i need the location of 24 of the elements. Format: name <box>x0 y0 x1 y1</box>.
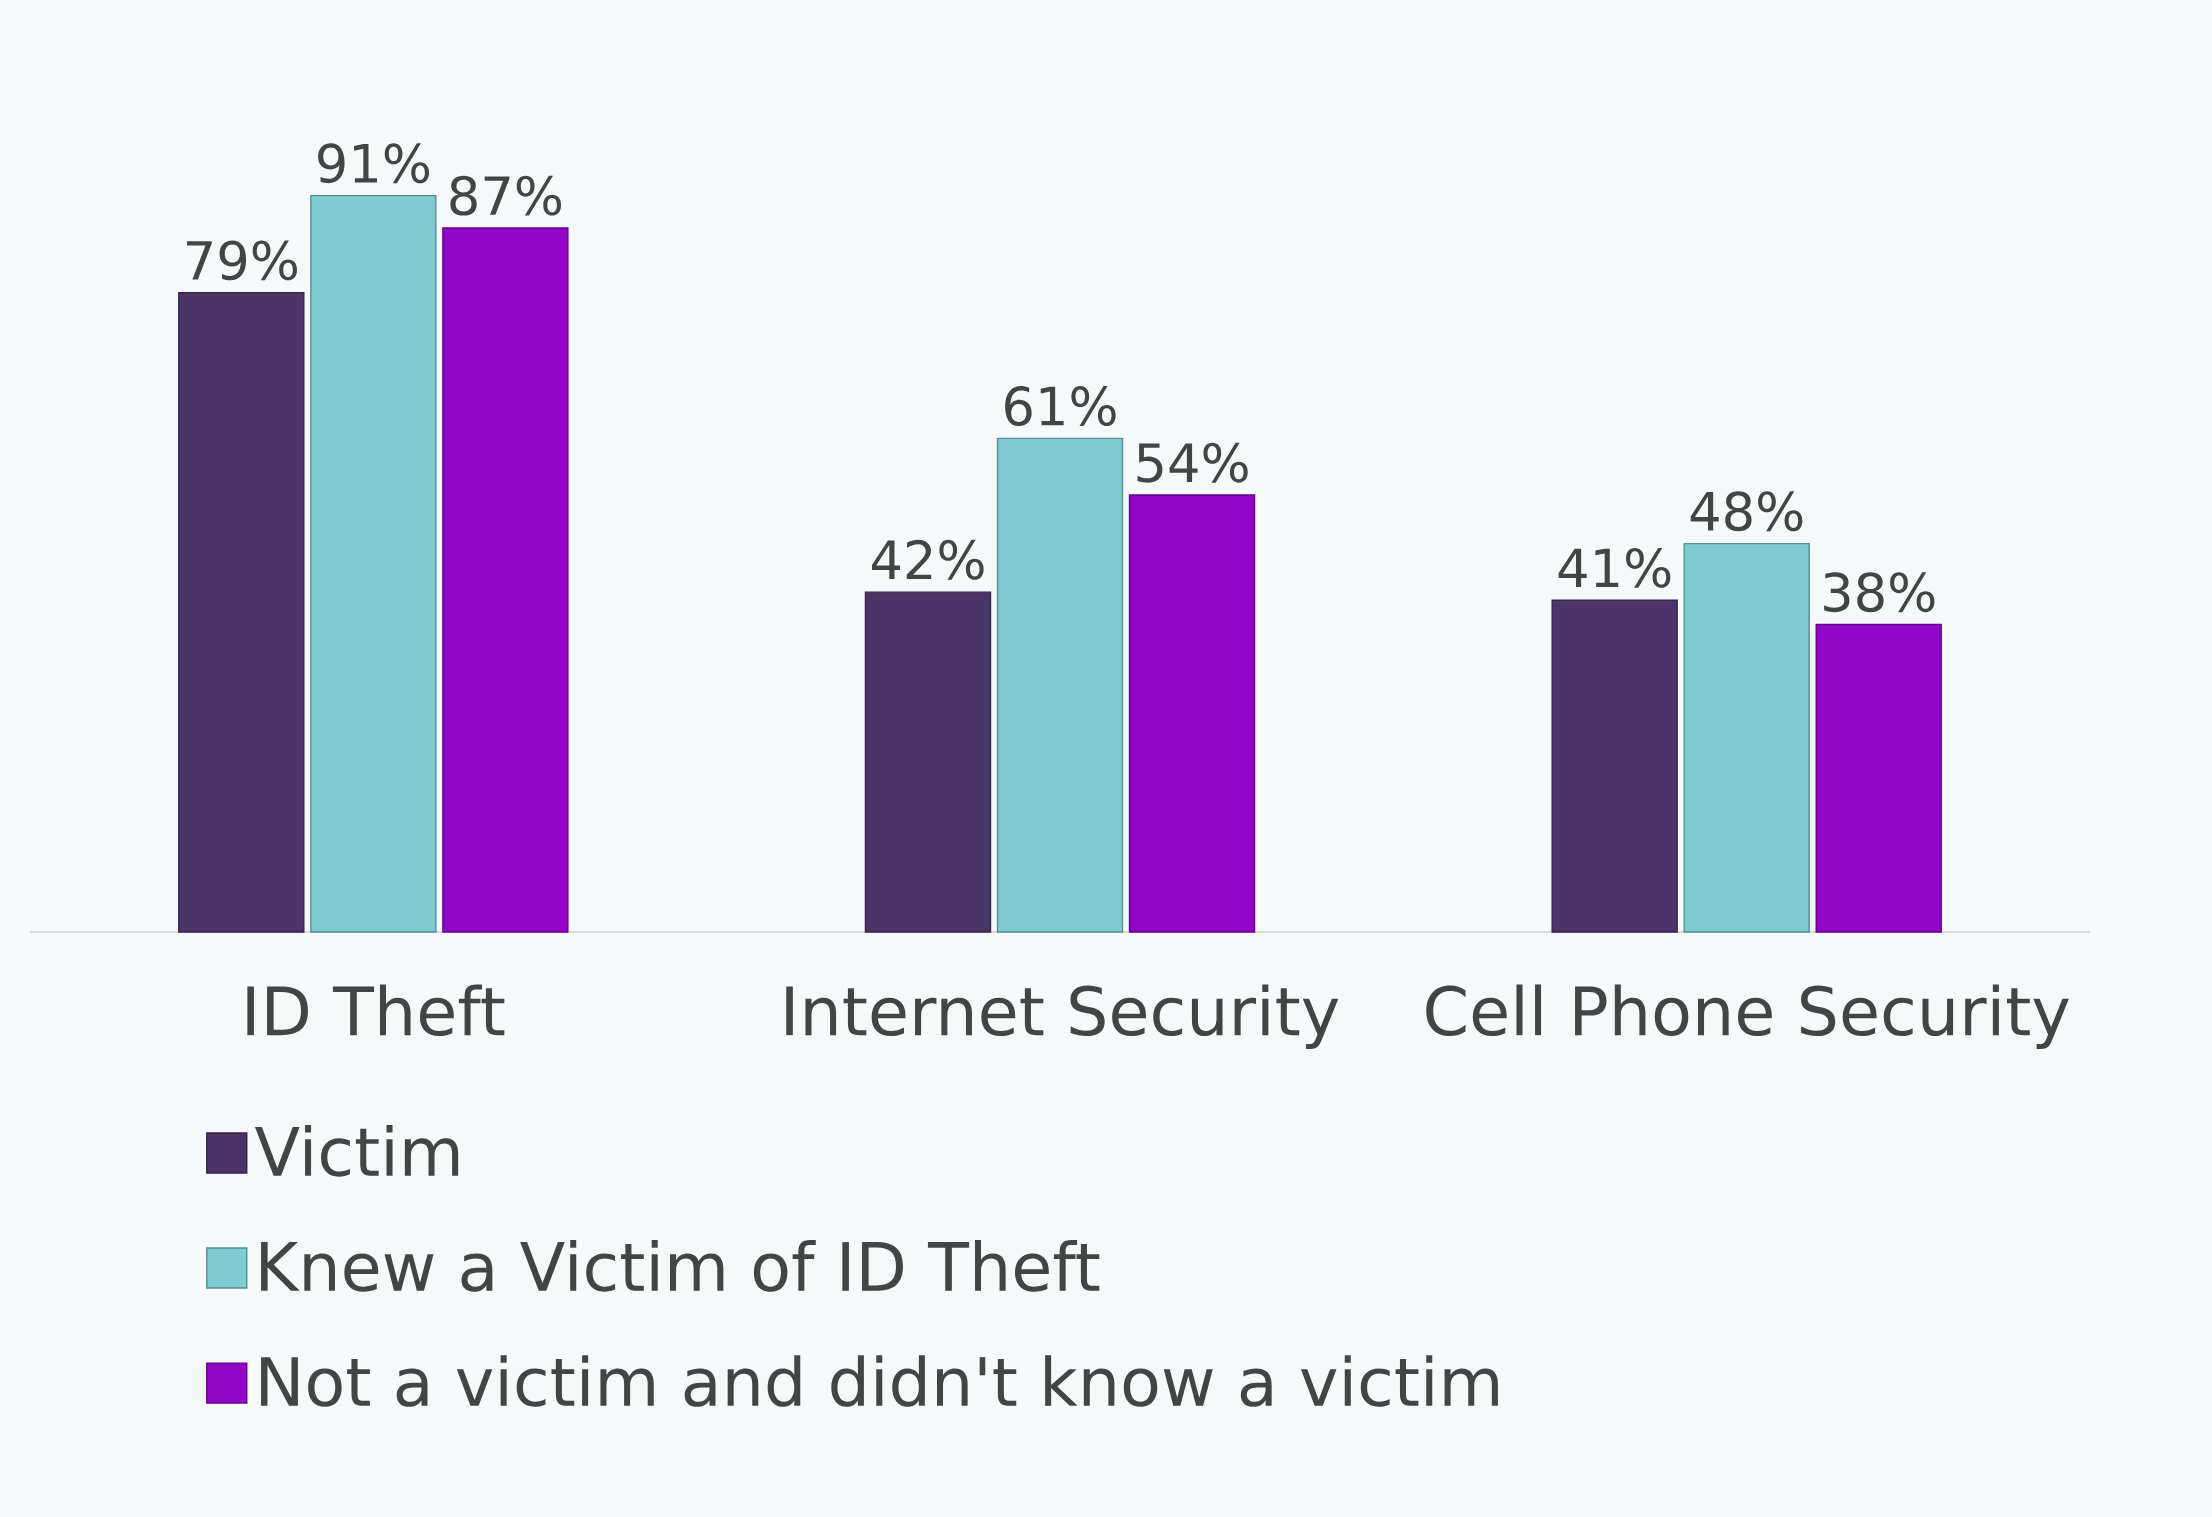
data-label: 91% <box>318 143 429 184</box>
x-tick-label: Internet Security <box>786 984 1339 1050</box>
data-label: 41% <box>1558 547 1671 588</box>
bar <box>1683 542 1810 933</box>
bar <box>1551 599 1678 933</box>
data-label: 87% <box>450 175 562 216</box>
legend-label: Victim <box>254 1125 459 1177</box>
legend-label: Knew a Victim of ID Theft <box>261 1240 1100 1292</box>
data-label: 38% <box>1824 572 1935 613</box>
data-label: 79% <box>187 240 297 281</box>
x-tick-label: Cell Phone Security <box>1426 984 2069 1050</box>
bar <box>996 437 1124 933</box>
data-label: 42% <box>871 539 984 580</box>
bar <box>442 227 569 933</box>
bar <box>178 292 305 933</box>
bar <box>310 194 437 933</box>
x-tick-label: ID Theft <box>247 984 505 1037</box>
bar <box>1815 623 1942 933</box>
data-label: 48% <box>1690 491 1803 532</box>
data-label: 54% <box>1137 442 1248 483</box>
data-label: 61% <box>1005 386 1116 427</box>
bar <box>864 591 992 933</box>
legend-label: Not a victim and didn't know a victim <box>261 1355 1498 1407</box>
bar <box>1128 494 1256 933</box>
